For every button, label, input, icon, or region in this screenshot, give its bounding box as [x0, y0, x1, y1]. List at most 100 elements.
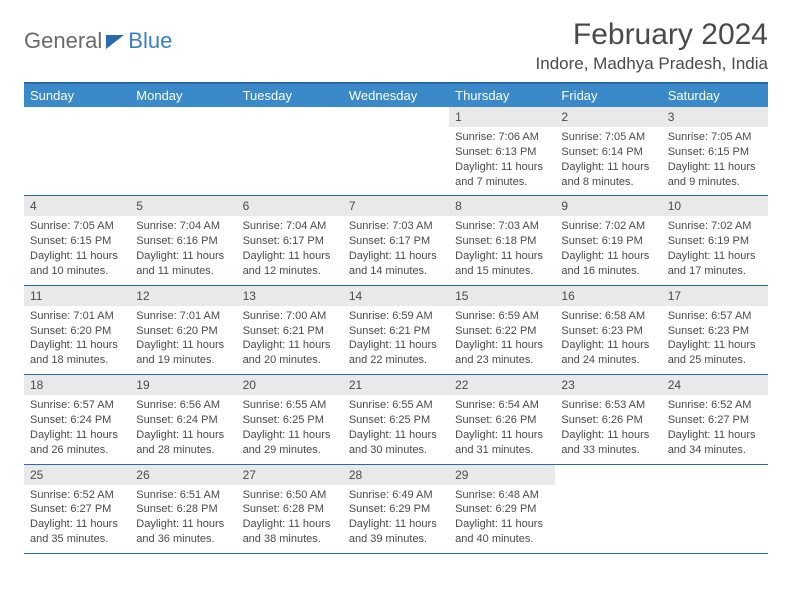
day-number-row: 18192021222324 — [24, 375, 768, 396]
sunset-line: Sunset: 6:14 PM — [561, 145, 655, 160]
day-number-cell: 22 — [449, 375, 555, 396]
day-number-cell — [662, 464, 768, 485]
day-head-mon: Monday — [130, 83, 236, 107]
sunrise-line: Sunrise: 7:04 AM — [243, 219, 337, 234]
day-head-fri: Friday — [555, 83, 661, 107]
day-head-thu: Thursday — [449, 83, 555, 107]
sunrise-line: Sunrise: 6:52 AM — [30, 488, 124, 503]
sunset-line: Sunset: 6:22 PM — [455, 324, 549, 339]
day-number-cell — [130, 107, 236, 127]
sunrise-line: Sunrise: 6:52 AM — [668, 398, 762, 413]
sunrise-line: Sunrise: 7:03 AM — [349, 219, 443, 234]
daylight-line: Daylight: 11 hours and 20 minutes. — [243, 338, 337, 368]
sunset-line: Sunset: 6:24 PM — [136, 413, 230, 428]
day-number-row: 2526272829 — [24, 464, 768, 485]
daylight-line: Daylight: 11 hours and 9 minutes. — [668, 160, 762, 190]
sunrise-line: Sunrise: 6:48 AM — [455, 488, 549, 503]
day-info-cell: Sunrise: 6:53 AMSunset: 6:26 PMDaylight:… — [555, 395, 661, 464]
sunrise-line: Sunrise: 7:06 AM — [455, 130, 549, 145]
day-number-cell: 14 — [343, 285, 449, 306]
daylight-line: Daylight: 11 hours and 25 minutes. — [668, 338, 762, 368]
day-header-row: Sunday Monday Tuesday Wednesday Thursday… — [24, 83, 768, 107]
sunset-line: Sunset: 6:23 PM — [668, 324, 762, 339]
day-number-cell — [343, 107, 449, 127]
sunset-line: Sunset: 6:27 PM — [668, 413, 762, 428]
day-head-tue: Tuesday — [237, 83, 343, 107]
title-block: February 2024 Indore, Madhya Pradesh, In… — [536, 18, 768, 74]
daylight-line: Daylight: 11 hours and 7 minutes. — [455, 160, 549, 190]
sunset-line: Sunset: 6:29 PM — [455, 502, 549, 517]
sunset-line: Sunset: 6:25 PM — [349, 413, 443, 428]
sunrise-line: Sunrise: 6:51 AM — [136, 488, 230, 503]
sunrise-line: Sunrise: 6:50 AM — [243, 488, 337, 503]
day-number-cell: 23 — [555, 375, 661, 396]
location: Indore, Madhya Pradesh, India — [536, 54, 768, 74]
day-number-cell: 21 — [343, 375, 449, 396]
sunset-line: Sunset: 6:17 PM — [349, 234, 443, 249]
day-info-cell: Sunrise: 6:59 AMSunset: 6:21 PMDaylight:… — [343, 306, 449, 375]
day-number-row: 123 — [24, 107, 768, 127]
day-number-cell: 1 — [449, 107, 555, 127]
day-info-row: Sunrise: 7:05 AMSunset: 6:15 PMDaylight:… — [24, 216, 768, 285]
logo-text-general: General — [24, 28, 102, 54]
daylight-line: Daylight: 11 hours and 16 minutes. — [561, 249, 655, 279]
sunrise-line: Sunrise: 7:02 AM — [668, 219, 762, 234]
calendar-body: 123Sunrise: 7:06 AMSunset: 6:13 PMDaylig… — [24, 107, 768, 553]
day-number-cell: 4 — [24, 196, 130, 217]
day-number-cell — [24, 107, 130, 127]
day-info-cell — [343, 127, 449, 196]
day-info-cell: Sunrise: 6:56 AMSunset: 6:24 PMDaylight:… — [130, 395, 236, 464]
sunrise-line: Sunrise: 6:56 AM — [136, 398, 230, 413]
day-info-cell: Sunrise: 6:49 AMSunset: 6:29 PMDaylight:… — [343, 485, 449, 554]
sunrise-line: Sunrise: 6:49 AM — [349, 488, 443, 503]
daylight-line: Daylight: 11 hours and 29 minutes. — [243, 428, 337, 458]
day-info-cell: Sunrise: 6:52 AMSunset: 6:27 PMDaylight:… — [24, 485, 130, 554]
day-number-cell: 29 — [449, 464, 555, 485]
day-info-cell: Sunrise: 6:59 AMSunset: 6:22 PMDaylight:… — [449, 306, 555, 375]
daylight-line: Daylight: 11 hours and 30 minutes. — [349, 428, 443, 458]
day-head-sat: Saturday — [662, 83, 768, 107]
day-head-wed: Wednesday — [343, 83, 449, 107]
day-info-cell: Sunrise: 6:57 AMSunset: 6:23 PMDaylight:… — [662, 306, 768, 375]
day-number-cell: 5 — [130, 196, 236, 217]
day-info-cell: Sunrise: 7:01 AMSunset: 6:20 PMDaylight:… — [24, 306, 130, 375]
daylight-line: Daylight: 11 hours and 18 minutes. — [30, 338, 124, 368]
daylight-line: Daylight: 11 hours and 33 minutes. — [561, 428, 655, 458]
sunset-line: Sunset: 6:13 PM — [455, 145, 549, 160]
day-head-sun: Sunday — [24, 83, 130, 107]
day-info-cell: Sunrise: 7:05 AMSunset: 6:15 PMDaylight:… — [24, 216, 130, 285]
month-title: February 2024 — [536, 18, 768, 52]
day-number-cell: 8 — [449, 196, 555, 217]
sunset-line: Sunset: 6:29 PM — [349, 502, 443, 517]
day-number-cell: 17 — [662, 285, 768, 306]
sunrise-line: Sunrise: 7:05 AM — [668, 130, 762, 145]
day-info-cell — [237, 127, 343, 196]
daylight-line: Daylight: 11 hours and 31 minutes. — [455, 428, 549, 458]
sunrise-line: Sunrise: 7:01 AM — [30, 309, 124, 324]
day-number-cell: 25 — [24, 464, 130, 485]
sunrise-line: Sunrise: 7:04 AM — [136, 219, 230, 234]
day-number-cell: 10 — [662, 196, 768, 217]
daylight-line: Daylight: 11 hours and 17 minutes. — [668, 249, 762, 279]
sunset-line: Sunset: 6:15 PM — [30, 234, 124, 249]
daylight-line: Daylight: 11 hours and 15 minutes. — [455, 249, 549, 279]
day-info-cell: Sunrise: 7:02 AMSunset: 6:19 PMDaylight:… — [555, 216, 661, 285]
daylight-line: Daylight: 11 hours and 26 minutes. — [30, 428, 124, 458]
daylight-line: Daylight: 11 hours and 22 minutes. — [349, 338, 443, 368]
logo-text-blue: Blue — [128, 28, 172, 54]
day-info-cell: Sunrise: 6:48 AMSunset: 6:29 PMDaylight:… — [449, 485, 555, 554]
sunset-line: Sunset: 6:16 PM — [136, 234, 230, 249]
day-info-cell: Sunrise: 6:50 AMSunset: 6:28 PMDaylight:… — [237, 485, 343, 554]
day-info-cell: Sunrise: 7:03 AMSunset: 6:18 PMDaylight:… — [449, 216, 555, 285]
day-number-row: 45678910 — [24, 196, 768, 217]
daylight-line: Daylight: 11 hours and 28 minutes. — [136, 428, 230, 458]
sunrise-line: Sunrise: 6:54 AM — [455, 398, 549, 413]
daylight-line: Daylight: 11 hours and 14 minutes. — [349, 249, 443, 279]
sunrise-line: Sunrise: 6:59 AM — [349, 309, 443, 324]
day-number-cell: 7 — [343, 196, 449, 217]
day-info-cell — [662, 485, 768, 554]
sunrise-line: Sunrise: 7:03 AM — [455, 219, 549, 234]
header: General Blue February 2024 Indore, Madhy… — [24, 18, 768, 74]
day-info-cell: Sunrise: 7:03 AMSunset: 6:17 PMDaylight:… — [343, 216, 449, 285]
sunset-line: Sunset: 6:23 PM — [561, 324, 655, 339]
